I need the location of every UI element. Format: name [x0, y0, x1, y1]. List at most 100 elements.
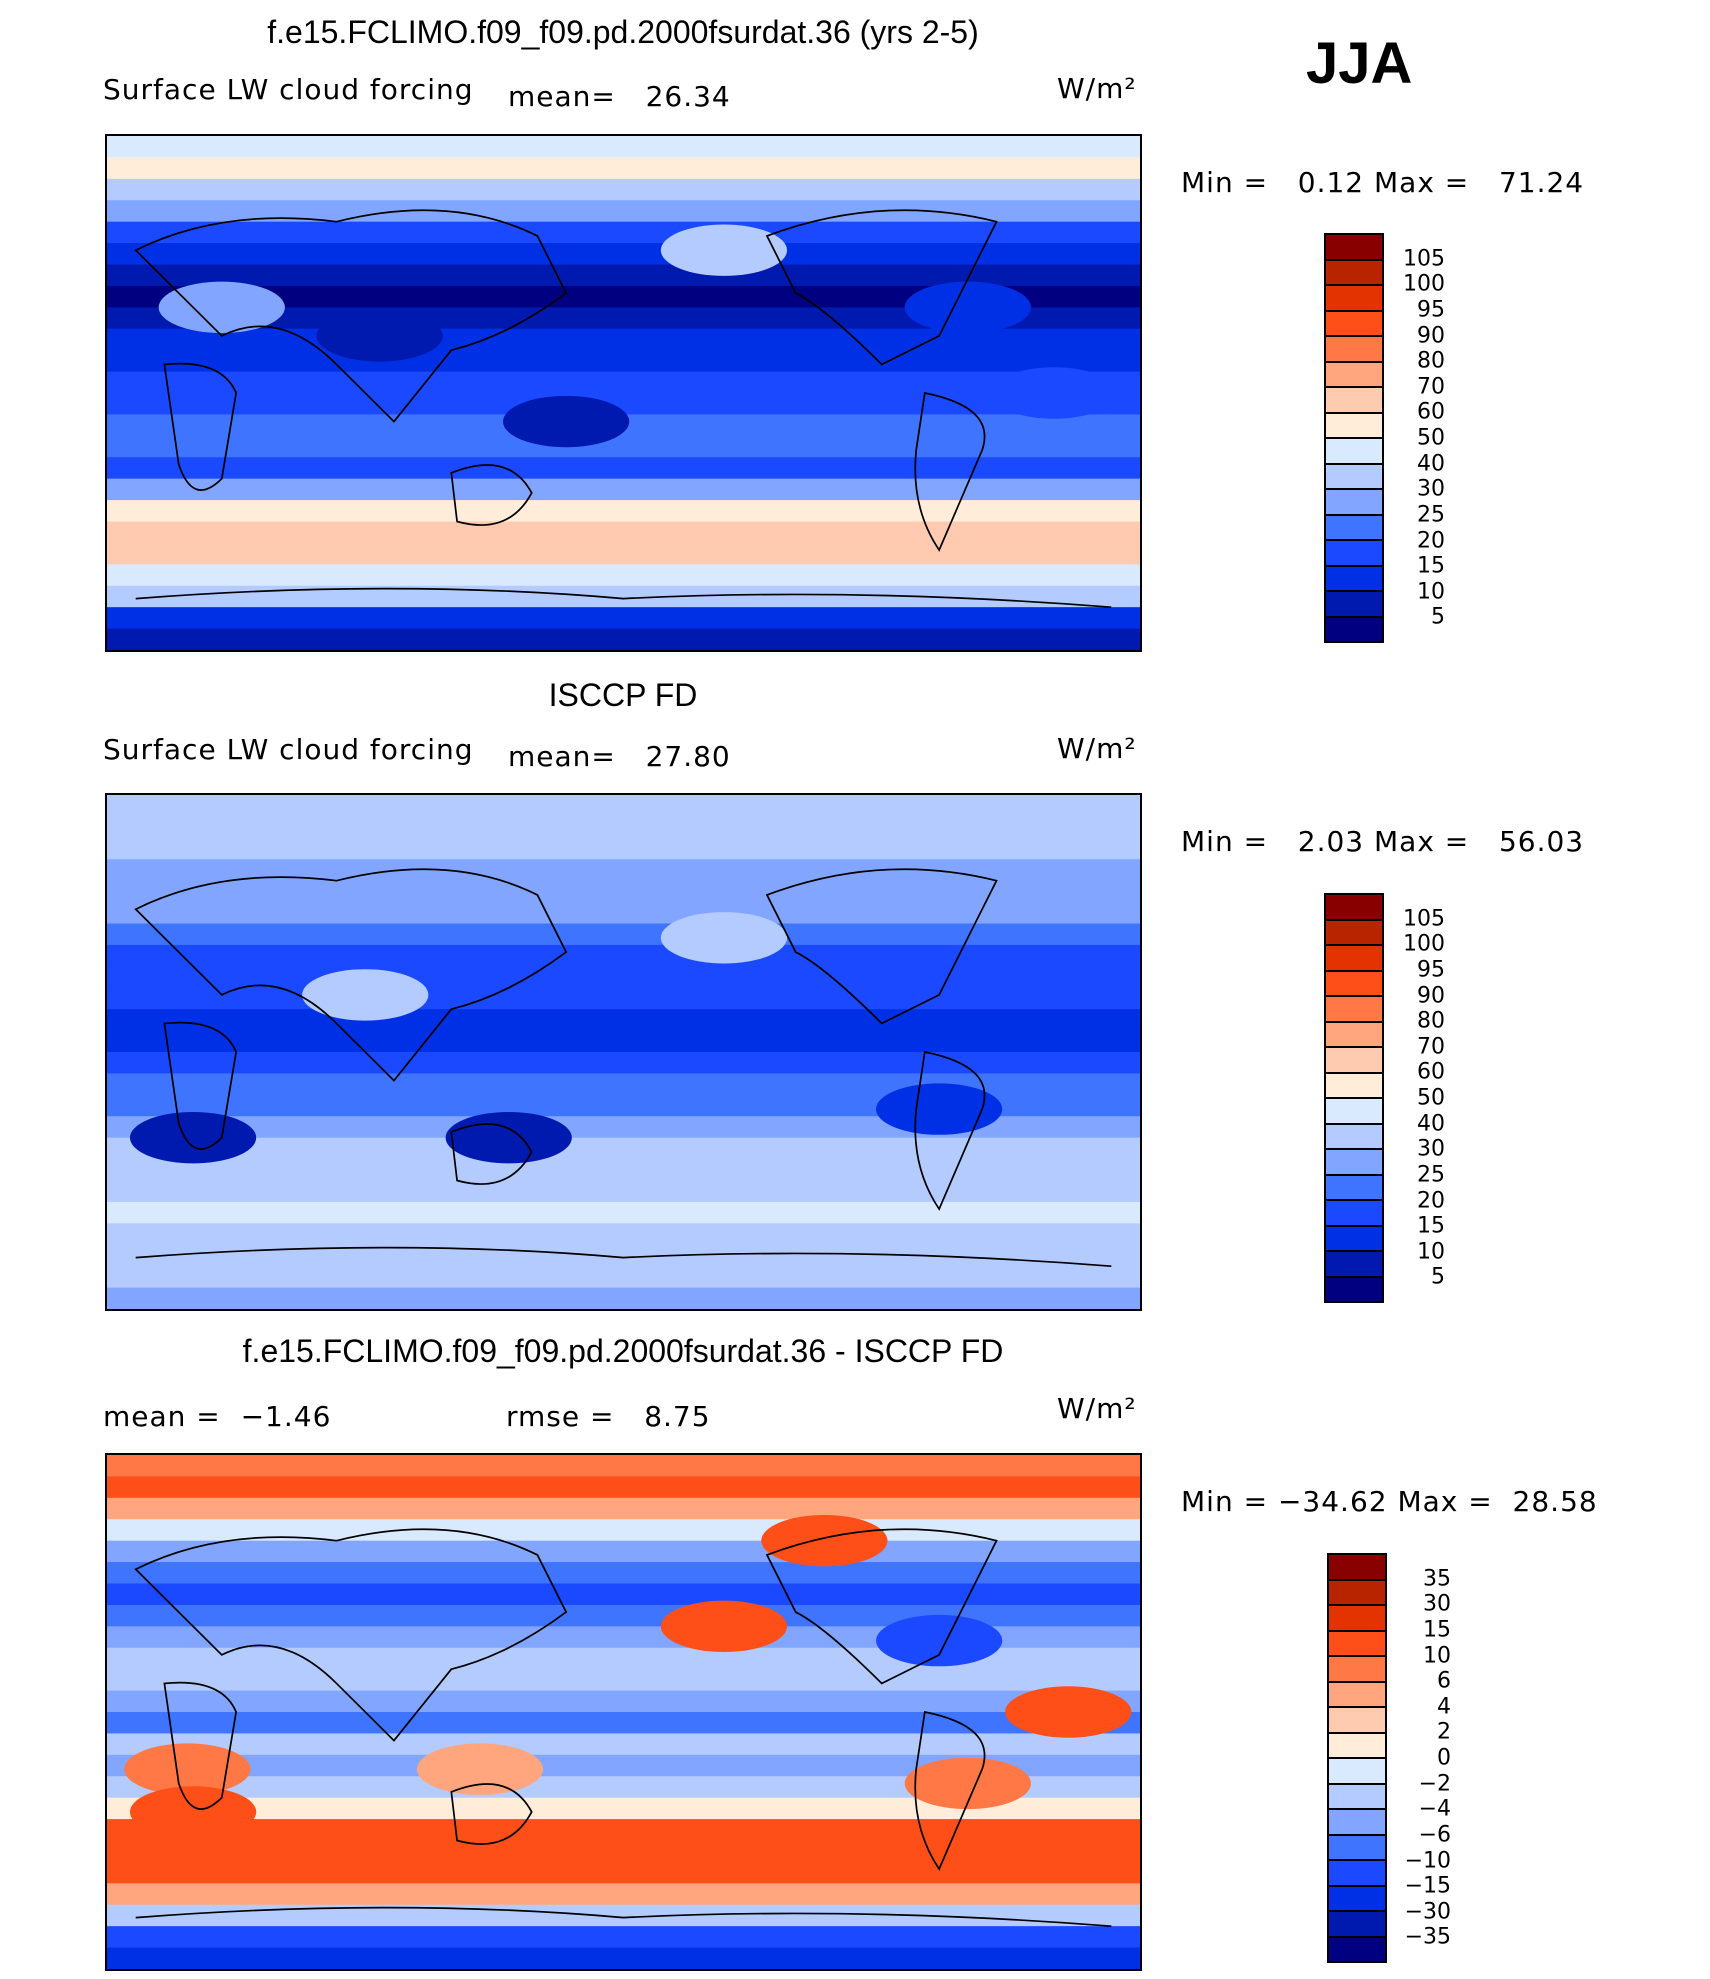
colorbar-swatch [1326, 362, 1382, 388]
contour-band [107, 221, 1140, 245]
contour-band [107, 243, 1140, 266]
colorbar-tick-label: −2 [1418, 1771, 1451, 1797]
contour-band [107, 1476, 1140, 1500]
contour-band [107, 1947, 1140, 1969]
contour-region [660, 224, 788, 276]
colorbar-tick-label: 30 [1417, 1136, 1445, 1162]
coastline [765, 868, 998, 1025]
colorbar-swatch [1329, 1784, 1385, 1810]
coastline [134, 868, 568, 1082]
colorbar-tick-label: 95 [1417, 957, 1445, 983]
colorbar-tick-label: −10 [1404, 1848, 1451, 1873]
panel2-variable: Surface LW cloud forcing [103, 733, 474, 766]
contour-band [107, 350, 1140, 374]
contour-region [904, 281, 1031, 334]
contour-band [107, 371, 1140, 395]
colorbar-tick-label: 20 [1417, 1188, 1445, 1213]
contour-band [107, 285, 1140, 309]
colorbar-tick-label: 100 [1403, 271, 1445, 297]
colorbar-tick-label: 15 [1423, 1617, 1451, 1643]
colorbar-swatch [1326, 1252, 1382, 1278]
contour-band [107, 1562, 1140, 1585]
coastline [765, 1528, 998, 1685]
contour-band [107, 136, 1140, 159]
contour-band [107, 435, 1140, 459]
colorbar-tick-label: 70 [1417, 1034, 1445, 1060]
colorbar-swatch [1326, 920, 1382, 946]
colorbar-tick-label: 40 [1417, 451, 1445, 477]
colorbar-swatch [1326, 515, 1382, 541]
panel3-units: W/m² [1057, 1392, 1137, 1425]
colorbar-tick-label: 70 [1417, 374, 1445, 400]
contour-region [302, 969, 429, 1021]
panel2-colorbar-labels: 105 100 95 90 80 70 60 50 40 30 25 20 15 10 5 [1390, 893, 1445, 1303]
contour-band [107, 859, 1140, 883]
contour-region [129, 1111, 257, 1164]
colorbar-swatch [1326, 464, 1382, 490]
coastline [914, 1050, 986, 1211]
panel3-colorbar-labels: 35 30 15 10 6 4 2 0 −2 −4 −6 −10 −15 −30 −35 [1396, 1553, 1451, 1963]
colorbar-swatch [1326, 337, 1382, 363]
colorbar-swatch [1326, 286, 1382, 312]
colorbar-tick-label: 95 [1417, 297, 1445, 323]
colorbar-tick-label: 80 [1417, 348, 1445, 374]
contour-band [107, 1137, 1140, 1161]
colorbar-tick-label: 90 [1417, 983, 1445, 1008]
contour-band [107, 542, 1140, 566]
contour-band [107, 944, 1140, 968]
colorbar-swatch [1326, 490, 1382, 516]
colorbar-swatch [1326, 1048, 1382, 1074]
coastline [163, 1021, 238, 1150]
contour-band [107, 923, 1140, 947]
contour-band [107, 880, 1140, 904]
panel1-mean: mean= 26.34 [508, 80, 731, 113]
colorbar-tick-label: 4 [1437, 1694, 1451, 1720]
colorbar-swatch [1329, 1759, 1385, 1785]
colorbar-tick-label: 0 [1437, 1745, 1451, 1771]
coastline [135, 1906, 1112, 1928]
colorbar-swatch [1326, 311, 1382, 337]
contour-region [1005, 1686, 1132, 1738]
contour-band [107, 328, 1140, 352]
contour-band [107, 1754, 1140, 1778]
colorbar-swatch [1326, 1099, 1382, 1125]
colorbar-tick-label: 100 [1403, 931, 1445, 957]
contour-region [876, 1083, 1003, 1135]
colorbar-tick-label: 15 [1417, 1213, 1445, 1239]
panel3-colorbar [1327, 1553, 1387, 1963]
colorbar-tick-label: 60 [1417, 399, 1445, 425]
contour-band [107, 585, 1140, 609]
colorbar-swatch [1329, 1708, 1385, 1734]
contour-band [107, 200, 1140, 224]
colorbar-swatch [1329, 1861, 1385, 1887]
panel3-rmse: rmse = 8.75 [506, 1400, 711, 1433]
contour-band [107, 1797, 1140, 1821]
contour-band [107, 1926, 1140, 1950]
panel3-minmax: Min = −34.62 Max = 28.58 [1181, 1485, 1598, 1518]
contour-band [107, 1244, 1140, 1268]
panel3-title: f.e15.FCLIMO.f09_f09.pd.2000fsurdat.36 -… [242, 1333, 1004, 1369]
contour-band [107, 1455, 1140, 1478]
contour-band [107, 157, 1140, 181]
contour-region [158, 281, 285, 334]
contour-region [990, 367, 1118, 419]
colorbar-swatch [1329, 1886, 1385, 1912]
colorbar-swatch [1326, 997, 1382, 1023]
contour-band [107, 1052, 1140, 1075]
contour-band [107, 564, 1140, 588]
colorbar-tick-label: 30 [1417, 476, 1445, 502]
contour-band [107, 1604, 1140, 1628]
panel3-map [105, 1453, 1142, 1971]
contour-band [107, 1904, 1140, 1928]
contour-region [129, 1786, 257, 1838]
contour-band [107, 1073, 1140, 1097]
colorbar-swatch [1329, 1912, 1385, 1938]
contour-band [107, 264, 1140, 288]
contour-band [107, 1266, 1140, 1290]
contour-band [107, 795, 1140, 818]
contour-band [107, 1669, 1140, 1693]
contour-region [904, 1757, 1031, 1810]
colorbar-tick-label: −35 [1404, 1924, 1451, 1950]
colorbar-swatch [1326, 541, 1382, 567]
contour-band [107, 1030, 1140, 1054]
